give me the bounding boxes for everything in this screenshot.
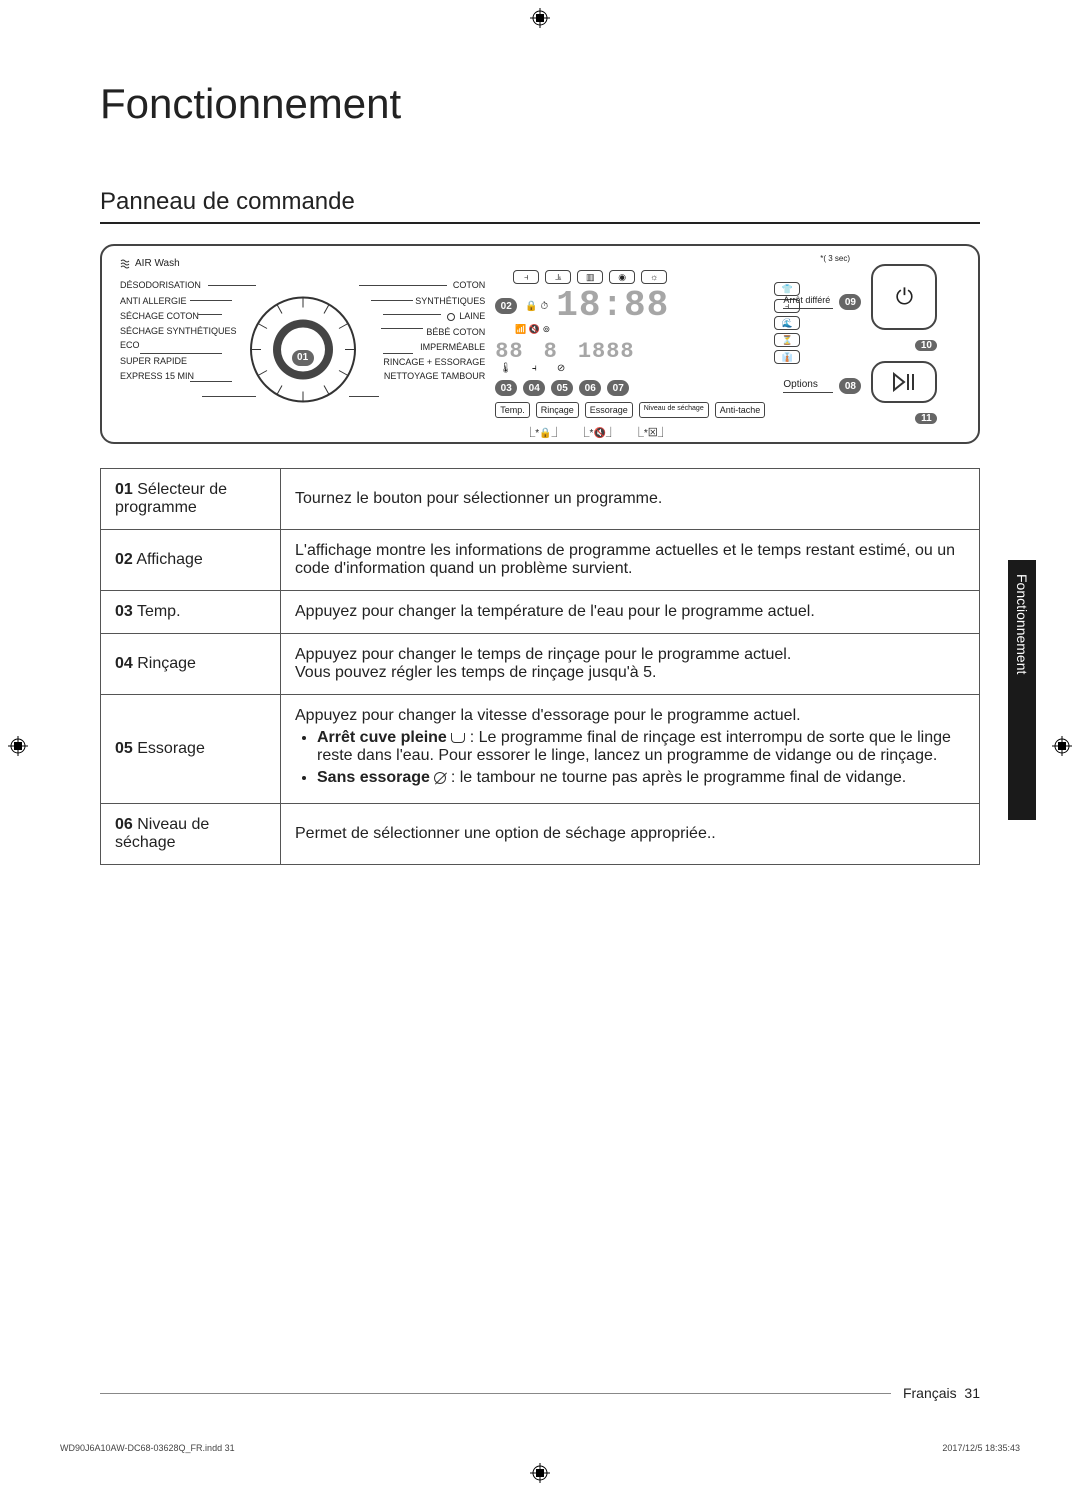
control-panel-diagram: AIR Wash DÉSODORISATION ANTI ALLERGIE SÉ… <box>100 244 980 444</box>
badge-07: 07 <box>607 380 629 396</box>
badge-05: 05 <box>551 380 573 396</box>
badge-06: 06 <box>579 380 601 396</box>
crop-mark-left <box>8 736 28 756</box>
badge-11: 11 <box>915 413 937 424</box>
dial-labels-right: COTON SYNTHÉTIQUES LAINE BÉBÉ COTON IMPE… <box>383 280 485 381</box>
row-body: Tournez le bouton pour sélectionner un p… <box>281 469 980 530</box>
row-label: 05 Essorage <box>101 695 281 804</box>
row-label: 01 Sélecteur de programme <box>101 469 281 530</box>
crop-mark-top <box>530 8 550 28</box>
arret-differe-label: Arrêt différé <box>783 295 830 305</box>
row-body: Appuyez pour changer la vitesse d'essora… <box>281 695 980 804</box>
badge-09: 09 <box>839 294 861 310</box>
row-body: Appuyez pour changer la température de l… <box>281 591 980 634</box>
sec-note: *( 3 sec) <box>820 254 850 263</box>
badge-10: 10 <box>915 340 937 351</box>
description-table: 01 Sélecteur de programmeTournez le bout… <box>100 468 980 865</box>
row-label: 06 Niveau de séchage <box>101 804 281 865</box>
page-footer: Français 31 <box>100 1385 980 1401</box>
row-label: 04 Rinçage <box>101 634 281 695</box>
dial-labels-left: DÉSODORISATION ANTI ALLERGIE SÉCHAGE COT… <box>120 280 237 381</box>
badge-04: 04 <box>523 380 545 396</box>
power-button[interactable]: ⏻ <box>871 264 937 330</box>
indd-filename: WD90J6A10AW-DC68-03628Q_FR.indd 31 <box>60 1443 235 1453</box>
print-timestamp: 2017/12/5 18:35:43 <box>942 1443 1020 1453</box>
row-body: Permet de sélectionner une option de séc… <box>281 804 980 865</box>
row-label: 03 Temp. <box>101 591 281 634</box>
badge-01: 01 <box>292 350 314 366</box>
page-title: Fonctionnement <box>100 80 980 128</box>
row-label: 02 Affichage <box>101 530 281 591</box>
crop-mark-right <box>1052 736 1072 756</box>
airwash-label: AIR Wash <box>120 258 180 269</box>
crop-mark-bottom <box>530 1463 550 1483</box>
badge-02: 02 <box>495 298 517 314</box>
row-body: L'affichage montre les informations de p… <box>281 530 980 591</box>
start-pause-button[interactable] <box>871 361 937 403</box>
badge-03: 03 <box>495 380 517 396</box>
badge-08: 08 <box>839 378 861 394</box>
options-label: Options <box>783 379 817 390</box>
side-tab: Fonctionnement <box>1008 560 1036 820</box>
row-body: Appuyez pour changer le temps de rinçage… <box>281 634 980 695</box>
section-title: Panneau de commande <box>100 188 980 224</box>
display-area: ⫞ ⫡ ▥ ◉ ☼ 02 🔒 ⏱ 18:88 📶 🔇 ⊚ 88 8 1888 🌡… <box>495 270 774 420</box>
